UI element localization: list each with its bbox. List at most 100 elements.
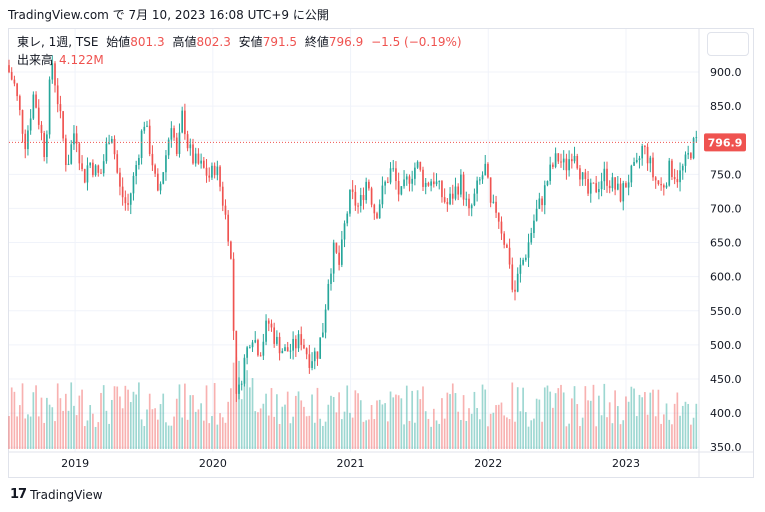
volume-bar <box>495 405 497 449</box>
volume-bar <box>508 419 511 449</box>
candle-body <box>581 172 584 180</box>
candle-body <box>451 193 454 199</box>
candle-body <box>462 174 465 200</box>
volume-bar <box>192 395 194 449</box>
y-tick-label: 850.0 <box>710 100 742 113</box>
volume-bar <box>619 424 622 449</box>
volume-bar <box>397 395 400 449</box>
candle-body <box>289 350 292 352</box>
candle-body <box>35 94 37 108</box>
candle-body <box>278 336 281 354</box>
candle-body <box>368 181 370 189</box>
volume-bar <box>660 423 662 449</box>
candle-body <box>240 383 243 385</box>
volume-bar <box>395 394 397 449</box>
volume-bar <box>54 421 56 449</box>
volume-bar <box>432 408 435 449</box>
volume-bar <box>365 420 368 449</box>
volume-bar <box>286 391 289 449</box>
volume-bar <box>573 386 576 449</box>
high-label: 高値 <box>172 35 197 49</box>
candle-body <box>441 181 443 198</box>
volume-bar <box>460 419 462 449</box>
volume-bar <box>254 411 257 449</box>
volume-bar <box>138 382 140 449</box>
volume-bar <box>273 416 276 449</box>
candle-body <box>75 133 78 144</box>
candle-body <box>167 139 170 156</box>
candle-body <box>541 198 543 206</box>
candle-body <box>365 181 368 201</box>
volume-bar <box>562 392 565 449</box>
candle-body <box>573 155 576 162</box>
candle-body <box>424 182 427 187</box>
volume-bar <box>18 405 21 449</box>
volume-bar <box>51 407 54 449</box>
candle-body <box>389 168 392 183</box>
candle-body <box>102 161 105 174</box>
volume-bar <box>205 385 208 449</box>
candle-body <box>468 198 470 209</box>
candle-body <box>560 161 562 163</box>
candle-body <box>595 183 598 193</box>
volume-bar <box>633 388 635 449</box>
chart-settings-button[interactable] <box>707 32 749 56</box>
candle-body <box>105 143 108 162</box>
candle-body <box>148 125 151 154</box>
candle-body <box>273 327 276 344</box>
candle-body <box>438 181 441 183</box>
chart-frame[interactable] <box>8 28 754 478</box>
close-label: 終値 <box>304 35 329 49</box>
y-tick-label: 900.0 <box>710 66 742 79</box>
volume-bar <box>108 423 110 449</box>
volume-bar <box>492 412 495 449</box>
volume-bar <box>292 416 294 449</box>
volume-bar <box>684 401 687 449</box>
volume-legend: 出来高 4.122M <box>17 51 104 68</box>
volume-bar <box>560 384 562 449</box>
candle-body <box>330 273 332 284</box>
volume-bar <box>470 413 473 449</box>
volume-bar <box>622 420 625 449</box>
candle-body <box>284 347 286 351</box>
volume-bar <box>121 408 124 449</box>
candle-body <box>313 351 316 362</box>
candle-body <box>478 179 481 181</box>
candle-body <box>208 175 211 178</box>
candle-body <box>627 182 630 188</box>
volume-bar <box>186 419 189 449</box>
volume-bar <box>427 418 430 449</box>
candle-body <box>432 181 435 185</box>
volume-bar <box>430 426 432 449</box>
candle-body <box>443 197 446 202</box>
volume-bar <box>411 390 414 449</box>
candle-body <box>635 160 638 163</box>
volume-bar <box>81 389 83 449</box>
volume-bar <box>514 421 516 449</box>
candle-body <box>403 179 405 187</box>
candle-body <box>495 201 497 213</box>
volume-bar <box>35 385 37 449</box>
volume-bar <box>692 417 695 449</box>
volume-bar <box>194 411 197 449</box>
candle-body <box>340 239 343 265</box>
y-tick-label: 550.0 <box>710 305 742 318</box>
volume-bar <box>438 423 441 449</box>
candle-body <box>300 334 303 345</box>
tradingview-brand[interactable]: 17 TradingView <box>10 487 103 502</box>
volume-bar <box>259 408 262 449</box>
candle-body <box>476 180 478 194</box>
volume-bar <box>10 387 13 449</box>
volume-bar <box>419 399 422 449</box>
candle-body <box>308 354 311 368</box>
volume-bar <box>211 416 213 449</box>
candle-body <box>343 223 346 240</box>
volume-bar <box>616 406 619 449</box>
volume-bar <box>132 391 135 449</box>
candle-body <box>679 170 681 183</box>
candle-body <box>446 201 449 205</box>
candle-body <box>257 340 259 356</box>
candle-body <box>129 193 132 205</box>
candle-body <box>32 94 35 119</box>
